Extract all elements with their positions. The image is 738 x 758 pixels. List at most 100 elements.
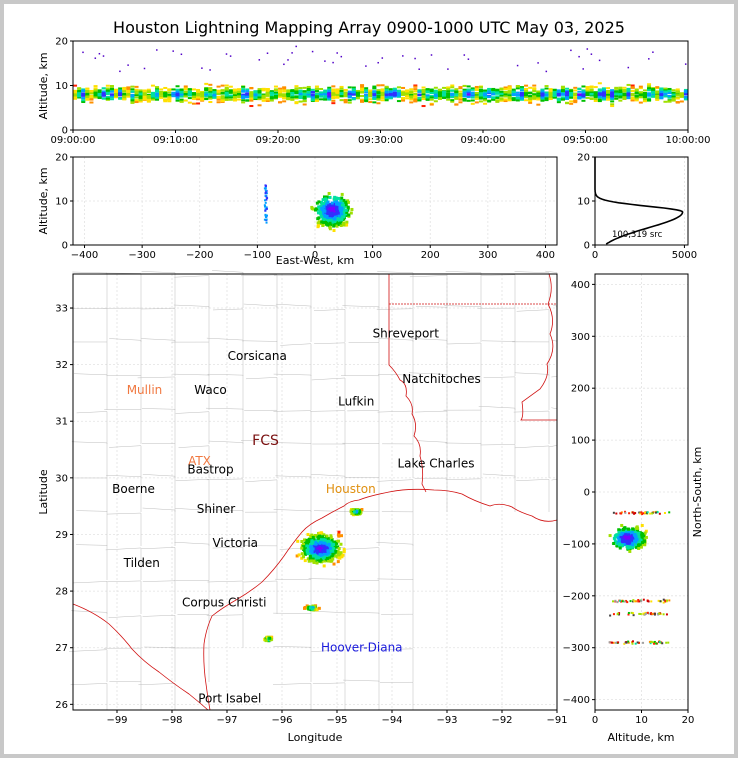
ns-source-mark bbox=[649, 512, 652, 515]
time-source-mark bbox=[536, 103, 541, 106]
time-source-mark bbox=[94, 57, 97, 59]
time-source-mark bbox=[540, 95, 545, 98]
time-source-mark bbox=[495, 92, 500, 95]
time-source-mark bbox=[376, 89, 381, 92]
time-source-mark bbox=[89, 98, 94, 101]
ns-source-mark bbox=[642, 641, 645, 644]
time-source-mark bbox=[401, 96, 406, 99]
time-source-mark bbox=[146, 91, 151, 94]
time-source-mark bbox=[327, 95, 332, 98]
map-source-mark bbox=[306, 551, 310, 555]
map-source-mark bbox=[321, 535, 325, 539]
ew-source-mark bbox=[318, 211, 322, 215]
time-source-mark bbox=[634, 99, 639, 102]
ns-source-mark bbox=[636, 532, 640, 536]
time-source-mark bbox=[364, 91, 369, 94]
city-label: Corsicana bbox=[228, 349, 287, 363]
time-source-mark bbox=[77, 93, 82, 96]
ns-source-mark bbox=[634, 642, 637, 645]
map-x-tick-label: −95 bbox=[326, 715, 347, 726]
time-source-mark bbox=[324, 60, 326, 62]
ns-source-mark bbox=[656, 511, 659, 514]
time-source-mark bbox=[159, 93, 164, 96]
county-boundary bbox=[72, 271, 108, 308]
time-source-mark bbox=[384, 95, 389, 98]
map-source-mark bbox=[307, 559, 311, 563]
map-source-mark bbox=[308, 554, 312, 558]
ns-source-mark bbox=[613, 535, 617, 539]
time-source-mark bbox=[331, 92, 336, 95]
time-source-mark bbox=[679, 93, 684, 96]
map-source-mark bbox=[319, 540, 323, 544]
time-source-mark bbox=[380, 96, 385, 99]
time-source-mark bbox=[126, 87, 131, 90]
city-label: Waco bbox=[194, 383, 226, 397]
time-source-mark bbox=[364, 97, 369, 100]
ns-source-mark bbox=[608, 534, 612, 538]
ns-source-mark bbox=[635, 600, 638, 603]
time-source-mark bbox=[626, 95, 631, 98]
map-source-mark bbox=[358, 510, 362, 514]
time-source-mark bbox=[589, 88, 594, 91]
time-source-mark bbox=[142, 92, 147, 95]
time-source-mark bbox=[298, 95, 303, 98]
time-source-mark bbox=[495, 91, 500, 94]
map-source-mark bbox=[265, 635, 269, 639]
time-source-mark bbox=[499, 99, 504, 102]
time-source-mark bbox=[515, 99, 520, 102]
time-source-mark bbox=[294, 91, 299, 94]
ew-source-mark bbox=[316, 208, 320, 212]
ew-source-mark bbox=[340, 212, 344, 216]
ns-source-mark bbox=[627, 535, 631, 539]
time-source-mark bbox=[540, 92, 545, 95]
time-source-mark bbox=[548, 92, 553, 95]
time-source-mark bbox=[515, 87, 520, 90]
time-source-mark bbox=[388, 93, 393, 96]
county-boundary bbox=[552, 304, 558, 342]
time-source-mark bbox=[388, 88, 393, 91]
time-source-mark bbox=[360, 100, 365, 103]
ew-source-mark bbox=[265, 207, 268, 210]
time-source-mark bbox=[278, 87, 283, 90]
time-source-mark bbox=[560, 85, 565, 88]
ew-source-mark bbox=[323, 220, 327, 224]
county-boundary bbox=[551, 376, 558, 410]
county-boundary bbox=[212, 308, 244, 342]
county-boundary bbox=[245, 511, 278, 546]
time-source-mark bbox=[310, 93, 315, 96]
ns-y-tick-label: −300 bbox=[563, 643, 590, 654]
time-source-mark bbox=[491, 96, 496, 99]
ew-source-mark bbox=[335, 224, 339, 228]
time-source-mark bbox=[429, 88, 434, 91]
map-source-mark bbox=[317, 539, 321, 543]
county-boundary bbox=[141, 547, 176, 580]
time-source-mark bbox=[249, 94, 254, 97]
ew-source-mark bbox=[266, 197, 269, 200]
time-source-mark bbox=[418, 68, 420, 70]
hist-x-ticks: 0 5000 bbox=[592, 245, 697, 261]
map-source-mark bbox=[360, 507, 364, 511]
time-source-mark bbox=[208, 87, 213, 90]
time-source-mark bbox=[478, 89, 483, 92]
hist-x-tick-label: 5000 bbox=[672, 250, 697, 261]
map-source-mark bbox=[335, 555, 339, 559]
time-source-mark bbox=[204, 93, 209, 96]
time-source-mark bbox=[327, 90, 332, 93]
map-source-mark bbox=[306, 557, 310, 561]
time-source-mark bbox=[401, 93, 406, 96]
time-source-mark bbox=[187, 92, 192, 95]
time-source-mark bbox=[278, 89, 283, 92]
time-source-mark bbox=[499, 92, 504, 95]
time-source-mark bbox=[429, 92, 434, 95]
county-boundary bbox=[245, 377, 278, 410]
time-source-mark bbox=[474, 88, 479, 91]
time-source-mark bbox=[593, 99, 598, 102]
time-source-mark bbox=[491, 91, 496, 94]
time-source-mark bbox=[495, 88, 500, 91]
time-source-mark bbox=[544, 99, 549, 102]
time-source-mark bbox=[597, 97, 602, 100]
map-source-mark bbox=[329, 541, 333, 545]
county-boundary bbox=[273, 410, 312, 444]
time-source-mark bbox=[138, 96, 143, 99]
ns-source-mark bbox=[654, 511, 657, 514]
